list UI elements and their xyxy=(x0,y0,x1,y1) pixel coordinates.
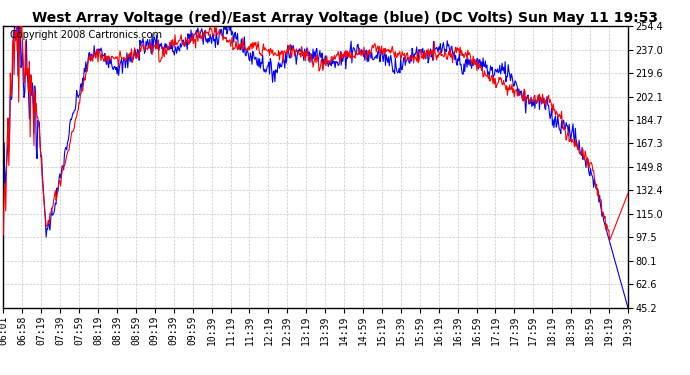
Text: West Array Voltage (red)/East Array Voltage (blue) (DC Volts) Sun May 11 19:53: West Array Voltage (red)/East Array Volt… xyxy=(32,11,658,25)
Text: Copyright 2008 Cartronics.com: Copyright 2008 Cartronics.com xyxy=(10,30,161,40)
